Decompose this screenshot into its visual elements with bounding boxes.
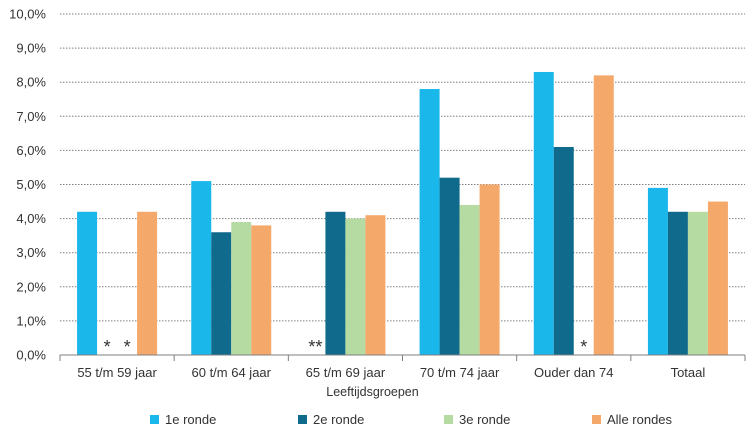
y-tick-label: 0,0%	[16, 348, 46, 363]
bar	[419, 89, 440, 356]
y-tick-label: 2,0%	[16, 279, 46, 294]
legend-label: 2e ronde	[313, 412, 364, 427]
y-tick-label: 5,0%	[16, 177, 46, 192]
x-axis-category-labels: 55 t/m 59 jaar 60 t/m 64 jaar 65 t/m 69 ja…	[77, 365, 705, 380]
legend: 1e ronde 2e ronde 3e ronde Alle rondes	[150, 412, 673, 427]
annotation-marker: *	[580, 337, 587, 357]
bar	[325, 211, 346, 355]
annotations: * * ** *	[104, 337, 588, 357]
bar	[707, 201, 728, 355]
y-tick-label: 9,0%	[16, 41, 46, 56]
y-tick-label: 1,0%	[16, 313, 46, 328]
bar	[365, 215, 386, 355]
bar	[191, 181, 212, 355]
y-axis-ticks: 0,0% 1,0% 2,0% 3,0% 4,0% 5,0% 6,0% 7,0% 8,0% 9,0%…	[9, 7, 46, 363]
x-tick-label: Totaal	[671, 365, 706, 380]
legend-swatch	[444, 415, 453, 424]
y-tick-label: 10,0%	[9, 7, 46, 22]
bar	[667, 211, 688, 355]
legend-label: Alle rondes	[607, 412, 673, 427]
bar	[479, 184, 500, 355]
bar	[137, 211, 158, 355]
bar	[77, 211, 98, 355]
legend-label: 1e ronde	[165, 412, 216, 427]
x-axis	[59, 354, 746, 361]
x-tick-label: 70 t/m 74 jaar	[420, 365, 500, 380]
bar	[251, 225, 272, 355]
annotation-marker: *	[124, 337, 131, 357]
x-tick-label: 55 t/m 59 jaar	[77, 365, 157, 380]
y-tick-label: 8,0%	[16, 75, 46, 90]
gridlines	[60, 13, 745, 322]
annotation-marker: **	[308, 337, 322, 357]
x-tick-label: Ouder dan 74	[534, 365, 614, 380]
annotation-marker: *	[104, 337, 111, 357]
bar	[439, 177, 460, 355]
y-tick-label: 4,0%	[16, 211, 46, 226]
bar	[533, 71, 554, 355]
bar	[647, 187, 668, 355]
y-tick-label: 3,0%	[16, 245, 46, 260]
x-tick-label: 60 t/m 64 jaar	[192, 365, 272, 380]
legend-swatch	[150, 415, 159, 424]
y-tick-label: 7,0%	[16, 109, 46, 124]
bar	[593, 75, 614, 355]
bar	[345, 218, 366, 355]
x-axis-title: Leeftijdsgroepen	[326, 385, 418, 399]
bar	[687, 211, 708, 355]
bar	[553, 146, 574, 355]
x-tick-label: 65 t/m 69 jaar	[306, 365, 386, 380]
y-tick-label: 6,0%	[16, 143, 46, 158]
bar	[211, 232, 232, 355]
bars	[77, 71, 728, 356]
legend-label: 3e ronde	[459, 412, 510, 427]
legend-swatch	[298, 415, 307, 424]
legend-swatch	[592, 415, 601, 424]
bar	[231, 222, 252, 355]
bar	[459, 204, 480, 355]
